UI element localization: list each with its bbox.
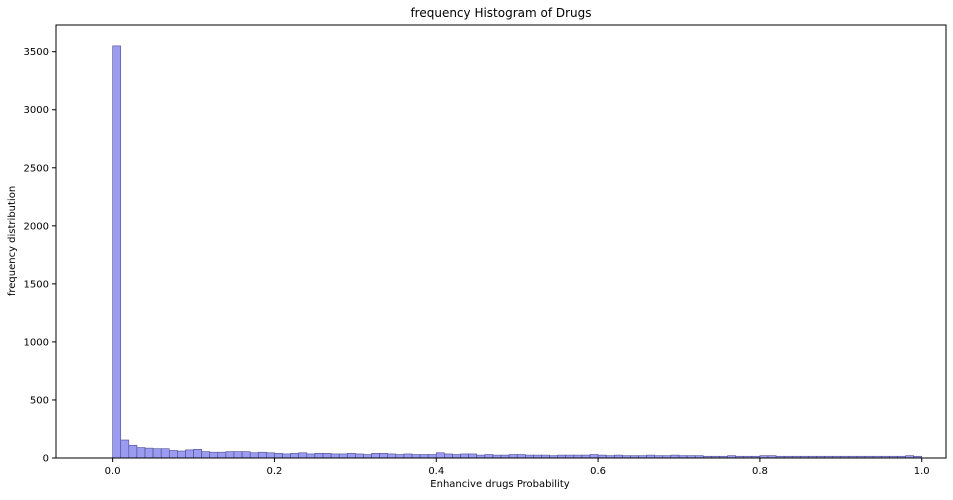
histogram-bar [209,451,219,459]
histogram-bar [435,452,445,459]
x-tick-label: 0.0 [105,466,121,477]
histogram-bar [112,45,122,459]
x-tick-label: 0.6 [590,466,606,477]
y-tick-label: 2000 [24,221,49,232]
histogram-bar [460,453,469,459]
histogram-bar [136,447,146,459]
histogram-bar [225,451,235,459]
histogram-bar [403,453,413,459]
histogram-bar [355,453,364,459]
histogram-bar [338,453,348,459]
histogram-bar [508,454,518,459]
histogram-bar [484,454,494,459]
histogram-bar [249,452,259,459]
histogram-bar [266,452,275,459]
histogram-bar [330,453,340,459]
histogram-bar [201,451,211,459]
histogram-bar [371,453,380,459]
y-tick-label: 1500 [24,279,49,290]
x-tick-label: 0.4 [428,466,444,477]
histogram-bar [241,451,251,459]
y-tick-label: 0 [43,454,49,465]
histogram-bar [193,448,202,459]
histogram-bar [589,454,599,459]
x-axis-ticks: 0.0 0.2 0.4 0.6 0.8 1.0 [105,458,930,477]
histogram-bar [120,439,130,459]
histogram-bar [419,454,429,459]
y-tick-label: 3000 [24,105,49,116]
histogram-bar [387,453,397,459]
x-tick-label: 0.8 [752,466,768,477]
histogram-bar [290,453,300,459]
histogram-bar [452,454,461,459]
y-axis-ticks: 0 500 1000 1500 2000 2500 3000 3500 [24,47,56,465]
histogram-bar [298,452,308,459]
histogram-bar [144,447,154,459]
x-tick-label: 0.2 [267,466,283,477]
histogram-bar [274,453,283,459]
chart-title: frequency Histogram of Drugs [410,6,591,20]
histogram-bar [314,453,324,459]
y-tick-label: 3500 [24,47,49,58]
histogram-bar [282,453,291,459]
histogram-bar [160,448,170,459]
x-axis-label: Enhancive drugs Probability [430,479,569,490]
x-tick-label: 1.0 [914,466,930,477]
histogram-bar [185,449,194,459]
histogram-bar [128,444,138,459]
y-tick-label: 1000 [24,337,49,348]
histogram-bar [322,453,332,459]
histogram-bar [152,448,162,459]
histogram-bar [217,451,227,459]
histogram-bar [168,450,178,459]
histogram-bar [346,453,356,459]
histogram-bar [306,453,316,459]
y-tick-label: 2500 [24,163,49,174]
histogram-bar [516,454,526,459]
histogram-bar [395,454,405,459]
histogram-bar [177,450,186,459]
histogram-bar [363,454,372,459]
y-tick-label: 500 [30,395,49,406]
histogram-bar [411,454,421,459]
histogram-bar [468,453,478,459]
bar-series [112,45,923,459]
histogram-bar [427,454,437,459]
histogram-bar [379,453,389,459]
histogram-bar [444,453,453,459]
histogram-bar [257,451,267,459]
plot-frame [55,24,947,459]
y-axis-label: frequency distribution [7,186,18,296]
histogram-bar [233,451,243,459]
